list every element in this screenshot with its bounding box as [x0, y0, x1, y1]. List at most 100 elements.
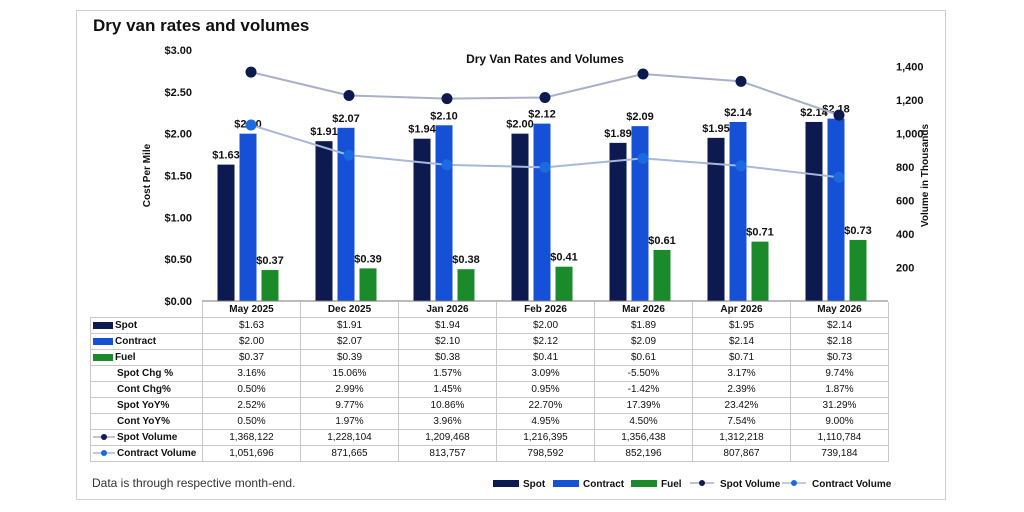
- table-cell: $2.00: [202, 333, 301, 350]
- spot-bar: [707, 137, 725, 301]
- footnote: Data is through respective month-end.: [92, 476, 296, 490]
- spot-volume-point: [441, 93, 453, 105]
- table-cell: 17.39%: [594, 397, 693, 414]
- table-cell: 1,110,784: [790, 429, 889, 446]
- contract-bar: [533, 123, 551, 301]
- spot-data-label: $1.94: [408, 124, 436, 136]
- table-cell: 1.97%: [300, 413, 399, 430]
- table-cell: $1.63: [202, 317, 301, 334]
- table-key-line: [93, 450, 115, 457]
- table-cell: $1.91: [300, 317, 399, 334]
- table-row-label: Contract Volume: [90, 445, 203, 462]
- x-category-label: May 2025: [202, 302, 301, 318]
- contract-volume-point: [245, 119, 257, 131]
- table-cell: $0.41: [496, 349, 595, 366]
- spot-volume-point: [637, 68, 649, 80]
- table-cell: 1.57%: [398, 365, 497, 382]
- chart-frame: [76, 10, 946, 500]
- x-category-label: Apr 2026: [692, 302, 791, 318]
- table-key-line: [93, 434, 115, 441]
- table-row-label-text: Spot Chg %: [117, 368, 174, 379]
- y-tick-label: $0.50: [164, 254, 192, 266]
- table-row-label: Cont YoY%: [90, 413, 203, 430]
- fuel-data-label: $0.41: [550, 252, 578, 264]
- table-cell: 1,368,122: [202, 429, 301, 446]
- contract-volume-point: [833, 171, 845, 183]
- spot-data-label: $1.95: [702, 123, 730, 135]
- spot-data-label: $1.63: [212, 150, 240, 162]
- data-table: May 2025 Dec 2025 Jan 2026 Feb 2026 Mar 2026…: [90, 302, 889, 462]
- spot-bar: [511, 133, 529, 301]
- table-key-swatch: [93, 353, 113, 361]
- table-cell: 31.29%: [790, 397, 889, 414]
- table-cell: 9.00%: [790, 413, 889, 430]
- contract-bar: [239, 133, 257, 301]
- table-cell: 2.52%: [202, 397, 301, 414]
- table-cell: $0.71: [692, 349, 791, 366]
- table-cell: $2.07: [300, 333, 399, 350]
- table-cell: 1,051,696: [202, 445, 301, 462]
- table-cell: 807,867: [692, 445, 791, 462]
- contract-volume-point: [343, 149, 355, 161]
- fuel-data-label: $0.61: [648, 235, 676, 247]
- table-cell: $2.00: [496, 317, 595, 334]
- y2-tick-label: 400: [896, 229, 914, 241]
- table-row-label: Cont Chg%: [90, 381, 203, 398]
- contract-data-label: $2.10: [430, 110, 458, 122]
- spot-volume-point: [539, 91, 551, 103]
- contract-bar: [435, 125, 453, 301]
- table-cell: 2.39%: [692, 381, 791, 398]
- table-cell: $2.10: [398, 333, 497, 350]
- fuel-bar: [457, 269, 475, 301]
- fuel-bar: [359, 268, 377, 301]
- fuel-bar: [849, 239, 867, 301]
- contract-volume-point: [637, 152, 649, 164]
- y-tick-label: $1.00: [164, 212, 192, 224]
- table-cell: 0.50%: [202, 413, 301, 430]
- table-cell: 1,356,438: [594, 429, 693, 446]
- spot-volume-legend-dot: [699, 480, 705, 486]
- spot-bar: [609, 142, 627, 301]
- y2-tick-label: 1,200: [896, 95, 924, 107]
- table-cell: 1,216,395: [496, 429, 595, 446]
- table-cell: 1,312,218: [692, 429, 791, 446]
- table-cell: $0.39: [300, 349, 399, 366]
- table-row-label: Spot Volume: [90, 429, 203, 446]
- spot-bar: [805, 121, 823, 301]
- table-row-label-text: Cont Chg%: [117, 384, 171, 395]
- contract-legend-swatch: [553, 480, 579, 487]
- spot-data-label: $1.89: [604, 128, 632, 140]
- contract-data-label: $2.09: [626, 111, 654, 123]
- table-row: Spot $1.63 $1.91 $1.94 $2.00 $1.89 $1.95 $2.14: [90, 317, 889, 334]
- fuel-bar: [653, 249, 671, 301]
- table-cell: $1.94: [398, 317, 497, 334]
- table-cell: $0.37: [202, 349, 301, 366]
- table-cell: 3.96%: [398, 413, 497, 430]
- fuel-bar: [261, 270, 279, 301]
- contract-data-label: $2.07: [332, 113, 360, 125]
- table-row-label-text: Spot: [115, 320, 138, 331]
- table-row-label-text: Spot YoY%: [117, 400, 170, 411]
- contract-volume-point: [735, 160, 747, 172]
- contract-bar: [631, 126, 649, 302]
- table-cell: 10.86%: [398, 397, 497, 414]
- spot-bar: [413, 138, 431, 301]
- table-cell: 7.54%: [692, 413, 791, 430]
- y-tick-label: $3.00: [164, 45, 192, 57]
- y2-tick-label: 200: [896, 263, 914, 275]
- fuel-bar: [555, 266, 573, 301]
- table-cell: 798,592: [496, 445, 595, 462]
- chart-title: Dry Van Rates and Volumes: [466, 52, 624, 66]
- spot-legend-swatch: [493, 480, 519, 487]
- contract-volume-point: [441, 159, 453, 171]
- table-row-label-text: Contract Volume: [117, 448, 197, 459]
- table-cell: $0.73: [790, 349, 889, 366]
- table-cell: 739,184: [790, 445, 889, 462]
- table-cell: 871,665: [300, 445, 399, 462]
- y2-tick-label: 600: [896, 196, 914, 208]
- y-axis-title: Cost Per Mile: [142, 143, 153, 207]
- table-key-swatch: [93, 321, 113, 329]
- table-cell: 1,209,468: [398, 429, 497, 446]
- table-row-label-text: Fuel: [115, 352, 136, 363]
- y2-tick-label: 800: [896, 162, 914, 174]
